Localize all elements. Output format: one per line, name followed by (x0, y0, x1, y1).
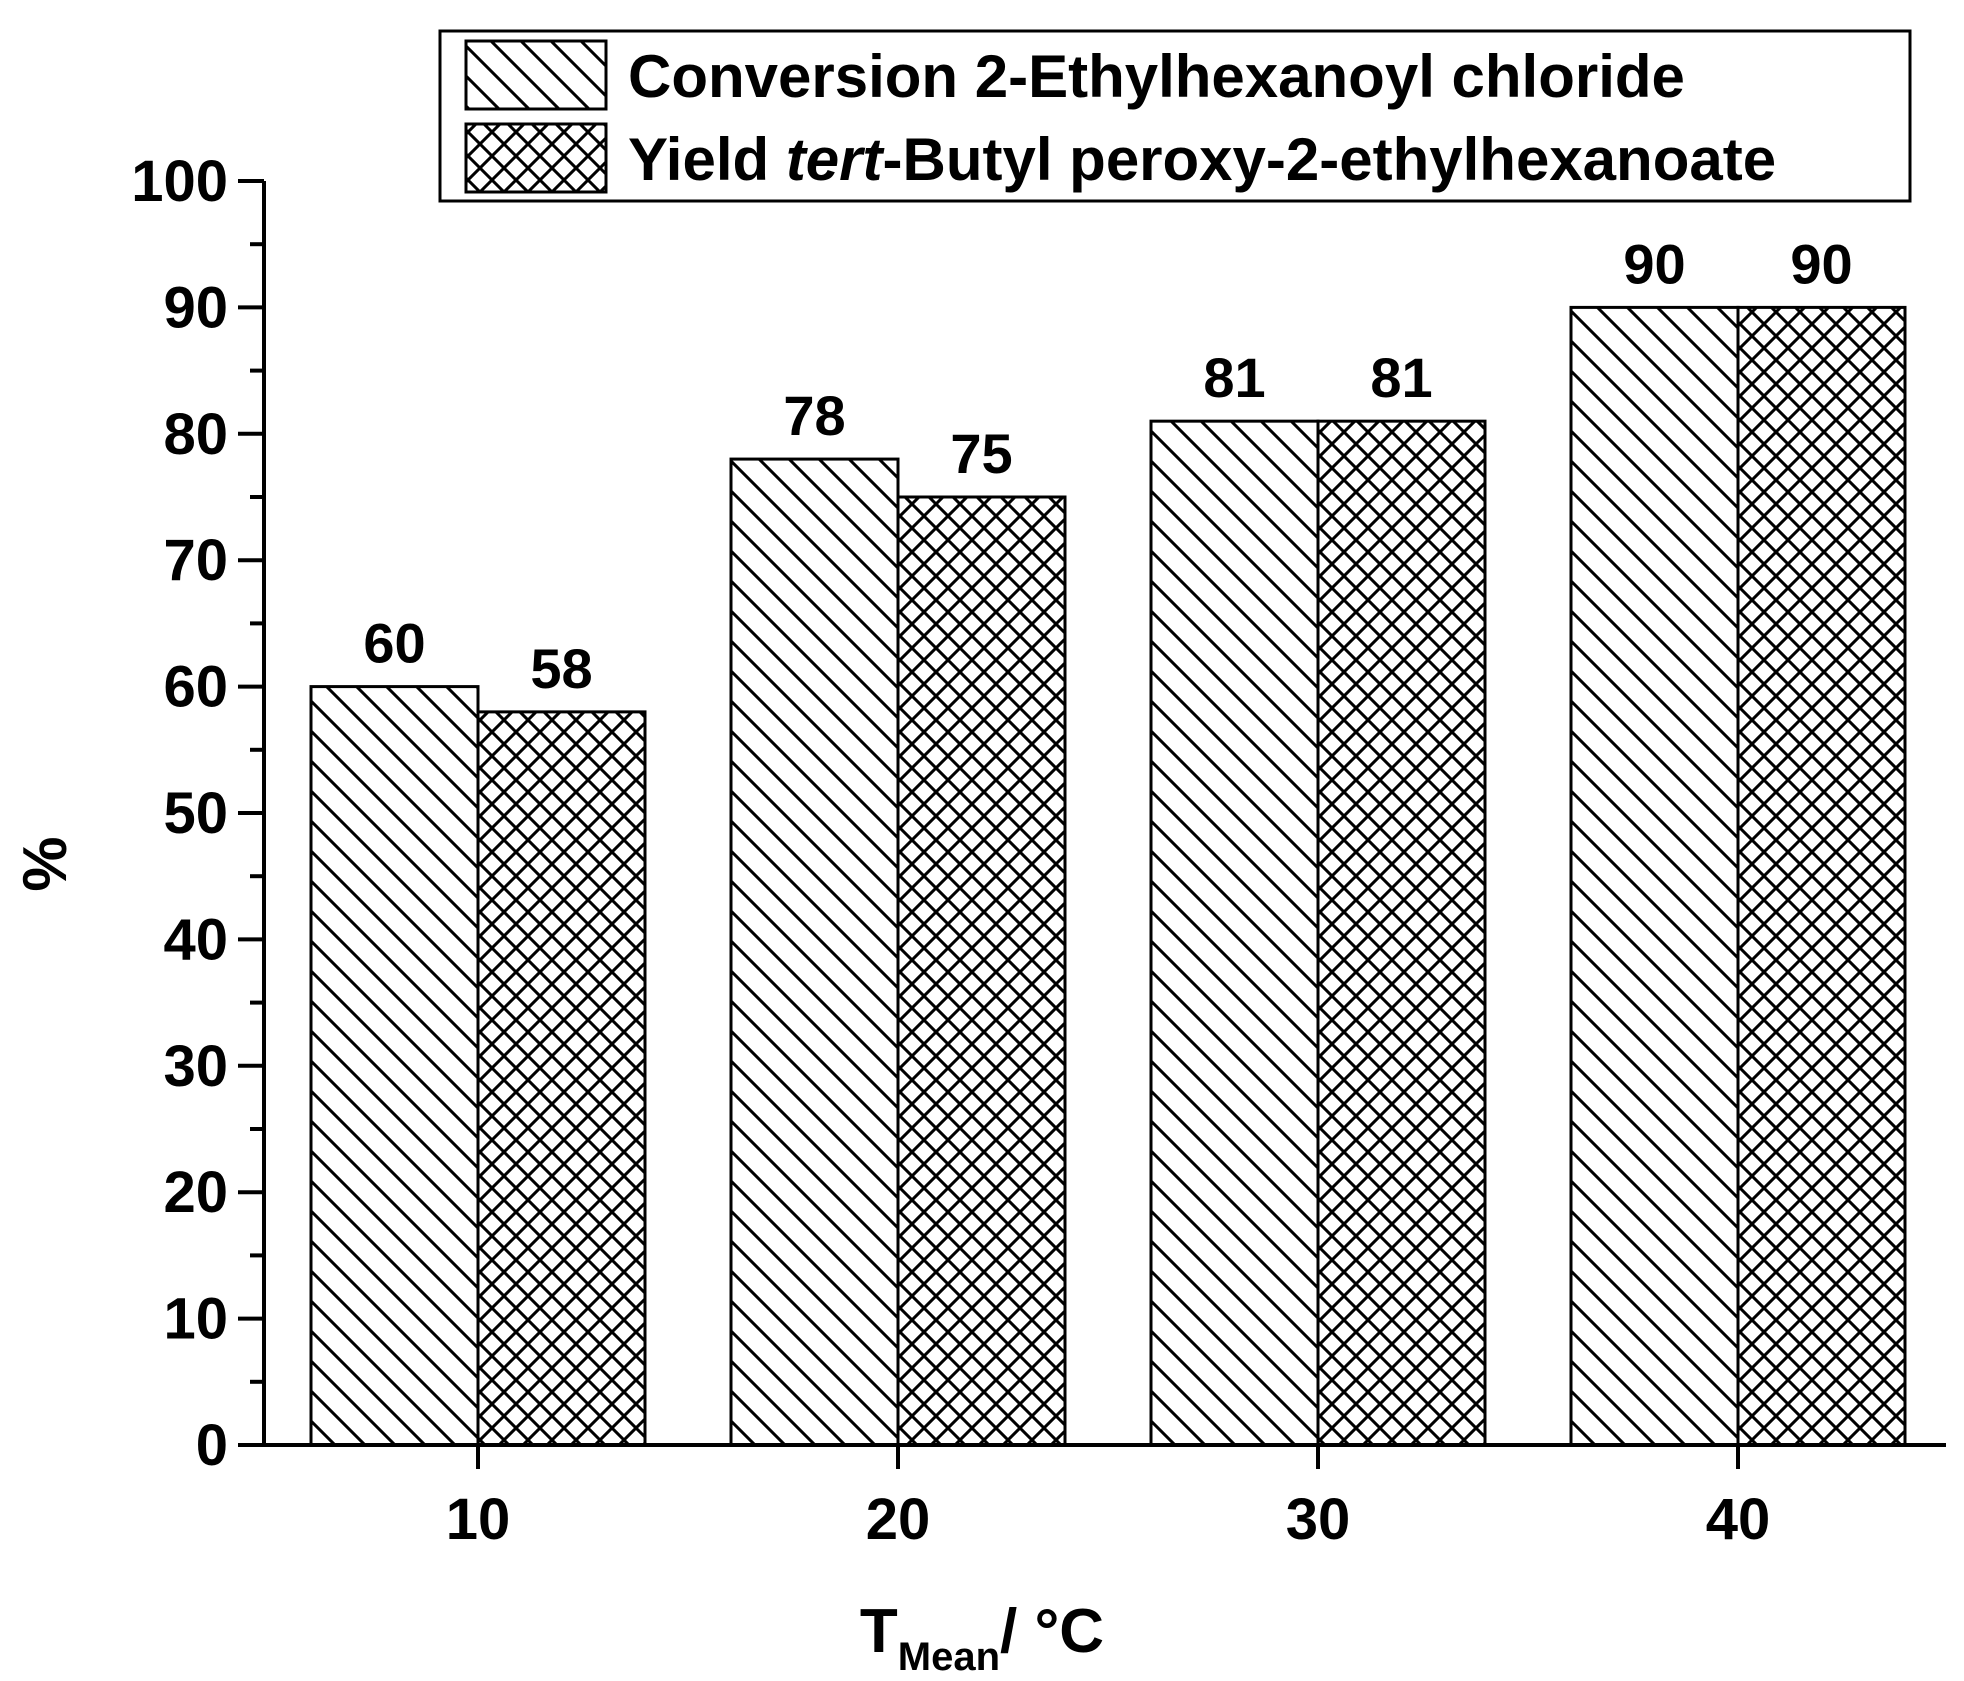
y-tick-label-0: 0 (196, 1413, 228, 1478)
value-labels-group: 60 58 78 75 81 81 90 90 (363, 232, 1852, 699)
y-tick-label-70: 70 (163, 528, 228, 593)
y-tick-label-40: 40 (163, 907, 228, 972)
y-axis-ticks: 0 10 20 30 40 50 60 70 80 90 100 (131, 149, 264, 1478)
bar-series2-40 (1736, 305, 1907, 1447)
legend-box (438, 29, 1912, 203)
bar-series1-40 (1569, 305, 1740, 1447)
y-tick-label-10: 10 (163, 1287, 228, 1352)
x-tick-label-10: 10 (446, 1487, 511, 1552)
data-label-series1-40: 90 (1623, 232, 1685, 295)
data-label-series1-30: 81 (1203, 346, 1265, 409)
bar-series1-30 (1149, 419, 1320, 1447)
y-tick-label-80: 80 (163, 402, 228, 467)
data-label-series1-20: 78 (783, 384, 845, 447)
data-label-series2-10: 58 (530, 637, 592, 700)
data-label-series1-10: 60 (363, 612, 425, 675)
y-tick-label-60: 60 (163, 655, 228, 720)
data-label-series2-30: 81 (1370, 346, 1432, 409)
x-tick-label-20: 20 (866, 1487, 931, 1552)
x-tick-label-30: 30 (1286, 1487, 1351, 1552)
legend-swatch-conversion (464, 39, 608, 111)
y-tick-label-30: 30 (163, 1034, 228, 1099)
legend-label-conversion: Conversion 2-Ethylhexanoyl chloride (628, 43, 1685, 110)
x-axis-title: TMean/ °C (860, 1597, 1104, 1679)
x-tick-label-40: 40 (1706, 1487, 1771, 1552)
x-axis-title-main: T (860, 1597, 898, 1666)
legend-label-yield: Yield tert-Butyl peroxy-2-ethylhexanoate (628, 126, 1776, 193)
data-label-series2-40: 90 (1790, 232, 1852, 295)
bar-series1-10 (309, 685, 480, 1447)
bar-series2-30 (1316, 419, 1487, 1447)
y-tick-label-20: 20 (163, 1160, 228, 1225)
bar-series1-20 (729, 457, 900, 1447)
data-label-series2-20: 75 (950, 422, 1012, 485)
legend: Conversion 2-Ethylhexanoyl chloride Yiel… (438, 29, 1912, 203)
y-tick-label-50: 50 (163, 781, 228, 846)
x-axis-ticks: 10 20 30 40 (446, 1445, 1771, 1552)
bars-group (309, 305, 1907, 1447)
bar-series2-10 (476, 710, 647, 1447)
bar-series2-20 (896, 495, 1067, 1447)
y-tick-label-100: 100 (131, 149, 228, 214)
legend-swatch-yield (464, 122, 608, 194)
y-axis-title: % (11, 836, 80, 891)
y-tick-label-90: 90 (163, 275, 228, 340)
x-axis-title-subscript: Mean (898, 1635, 1000, 1679)
x-axis-title-suffix: / °C (1000, 1597, 1104, 1666)
